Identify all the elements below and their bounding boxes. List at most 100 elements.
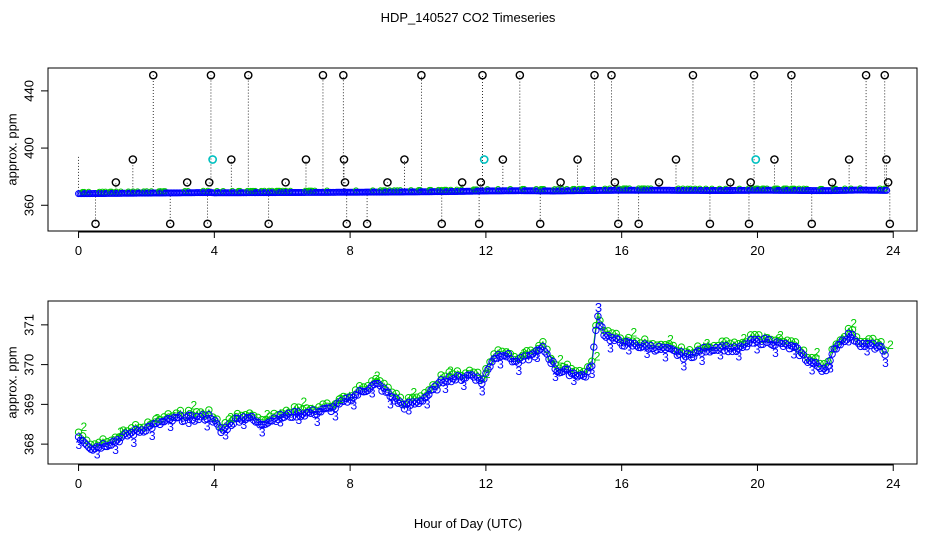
- outlier-point: [339, 155, 349, 164]
- series-3-glyph: 3: [662, 350, 669, 364]
- series-3-point: [272, 417, 280, 426]
- series-2-point: [307, 404, 315, 413]
- series-2-point: [384, 383, 392, 392]
- series-3-glyph: 3: [222, 428, 229, 442]
- series-3-point: [158, 418, 166, 426]
- series-2-point: [596, 316, 604, 325]
- outlier-point: [478, 70, 487, 80]
- series-3-point: [433, 386, 441, 394]
- series-3-point: [559, 367, 567, 376]
- series-3-point: [115, 437, 123, 446]
- outlier-point: [417, 70, 426, 80]
- series-3-point: [353, 391, 362, 399]
- series-3-glyph: 3: [112, 443, 119, 457]
- bot-y-tick-label: 369: [21, 394, 36, 416]
- outlier-point: [827, 178, 837, 187]
- top-y-tick-label: 400: [21, 137, 36, 159]
- series-3-glyph: 3: [387, 397, 394, 411]
- series-2-point: [404, 393, 413, 402]
- series-3-point: [425, 390, 433, 399]
- series-2-point: [641, 335, 649, 343]
- series-2-point: [869, 334, 877, 343]
- flag-point: [751, 155, 761, 164]
- outlier-point: [474, 219, 484, 229]
- series-3-point: [675, 350, 684, 358]
- series-3-glyph: 3: [369, 387, 376, 401]
- outlier-point: [787, 70, 796, 80]
- outlier-point: [498, 155, 508, 164]
- series-3-point: [274, 415, 282, 424]
- bot-x-tick-label: 20: [750, 476, 764, 491]
- series-3-point: [551, 365, 559, 373]
- series-2-point: [563, 360, 572, 369]
- series-2-point: [681, 348, 690, 356]
- series-2-glyph: 2: [154, 412, 161, 426]
- series-3-point: [751, 335, 759, 344]
- series-3-glyph: 3: [754, 342, 761, 356]
- series-3-point: [720, 347, 728, 355]
- series-3-point: [842, 336, 851, 344]
- series-3-point: [561, 365, 570, 373]
- series-3-glyph: 3: [534, 351, 541, 365]
- series-3-glyph: 3: [442, 382, 449, 396]
- outlier-point: [654, 178, 664, 187]
- outlier-point: [203, 219, 212, 229]
- series-3-point: [744, 339, 753, 348]
- series-3-point: [679, 355, 688, 363]
- series-3-glyph: 3: [515, 364, 522, 378]
- series-2-point: [494, 346, 502, 354]
- series-3-point: [486, 362, 494, 371]
- series-3-point: [205, 410, 213, 419]
- series-3-point: [826, 356, 834, 365]
- series-3-point: [203, 415, 211, 423]
- series-3-point: [838, 336, 847, 344]
- series-2-point: [877, 337, 885, 346]
- series-3-point: [840, 337, 849, 346]
- series-3-point: [630, 339, 639, 348]
- bot-x-tick-label: 8: [346, 476, 353, 491]
- outlier-point: [861, 70, 871, 80]
- series-3-point: [588, 362, 596, 370]
- top-x-tick-label: 24: [886, 243, 900, 258]
- series-2-glyph: 2: [117, 425, 124, 439]
- bot-y-tick-label: 368: [21, 433, 36, 455]
- outlier-point: [165, 219, 175, 229]
- series-3-point: [873, 343, 881, 351]
- series-3-point: [247, 412, 256, 421]
- series-2-glyph: 2: [374, 369, 381, 383]
- top-x-tick-label: 12: [479, 243, 493, 258]
- series-3-point: [292, 413, 301, 421]
- series-3-glyph: 3: [131, 436, 138, 450]
- outlier-point: [342, 219, 352, 229]
- bot-y-tick-label: 370: [21, 354, 36, 376]
- series-2-point: [755, 331, 763, 339]
- series-3-point: [689, 353, 698, 361]
- series-3-point: [294, 408, 303, 416]
- series-2-point: [600, 326, 608, 335]
- series-3-glyph: 3: [699, 354, 706, 368]
- series-3-point: [364, 386, 372, 395]
- series-2-point: [539, 337, 547, 346]
- series-3-point: [241, 415, 250, 424]
- series-3-glyph: 3: [827, 362, 834, 376]
- series-3-glyph: 3: [314, 415, 321, 429]
- series-2-point: [795, 347, 804, 355]
- series-3-point: [245, 414, 254, 422]
- outlier-point: [573, 155, 582, 164]
- series-3-point: [478, 379, 486, 388]
- series-2-point: [730, 338, 739, 346]
- top-panel: 0 4 8 12 16 20 24 360 400 440 approx. ppm: [4, 67, 918, 258]
- series-3-glyph: 3: [644, 347, 651, 361]
- series-3-glyph: 3: [882, 356, 889, 370]
- series-3-point: [541, 348, 549, 356]
- series-3-point: [227, 421, 236, 430]
- series-3-point: [600, 331, 608, 340]
- series-2-glyph: 2: [594, 349, 601, 363]
- series-3-point: [865, 339, 873, 348]
- series-2-point: [258, 415, 266, 424]
- series-3-point: [765, 335, 773, 344]
- outlier-point: [91, 219, 100, 229]
